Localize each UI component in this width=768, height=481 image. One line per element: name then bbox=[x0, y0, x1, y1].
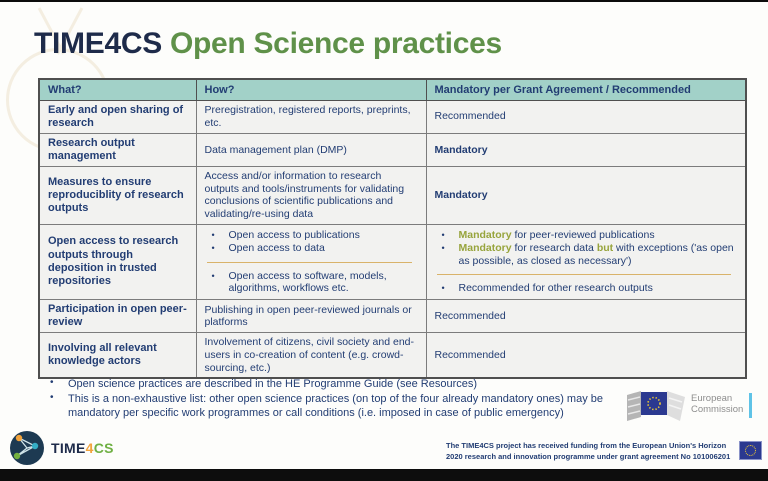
list-item: Mandatory for peer-reviewed publications bbox=[435, 229, 738, 242]
status-bullet-list: Recommended for other research outputs bbox=[435, 282, 738, 295]
open-science-table: What? How? Mandatory per Grant Agreement… bbox=[38, 78, 747, 380]
table-row: Participation in open peer-review Publis… bbox=[38, 298, 747, 334]
cell-status: Recommended bbox=[425, 99, 747, 134]
cell-status: Mandatory bbox=[425, 132, 747, 168]
col-header-mandatory: Mandatory per Grant Agreement / Recommen… bbox=[425, 78, 747, 101]
cell-how: Data management plan (DMP) bbox=[195, 132, 427, 168]
table-row: Open access to research outputs through … bbox=[38, 223, 747, 301]
cell-status: Recommended bbox=[425, 332, 747, 379]
cell-what: Participation in open peer-review bbox=[38, 298, 197, 334]
cell-how: Involvement of citizens, civil society a… bbox=[195, 332, 427, 379]
cell-how: Preregistration, registered reports, pre… bbox=[195, 99, 427, 134]
time4cs-logo: TIME4CS bbox=[8, 429, 114, 467]
cell-how: Publishing in open peer-reviewed journal… bbox=[195, 298, 427, 334]
european-commission-logo: European Commission bbox=[627, 388, 753, 422]
table-row: Involving all relevant knowledge actors … bbox=[38, 332, 747, 379]
how-bullet-list: Open access to software, models, algorit… bbox=[205, 270, 418, 295]
funding-text: The TIME4CS project has received funding… bbox=[446, 441, 731, 461]
list-item: Recommended for other research outputs bbox=[435, 282, 738, 295]
note-item: Open science practices are described in … bbox=[46, 377, 632, 391]
ec-flag-icon bbox=[627, 391, 685, 421]
col-header-what: What? bbox=[38, 78, 197, 101]
cell-divider bbox=[206, 261, 412, 263]
bottom-black-bar bbox=[0, 469, 768, 481]
list-item: Open access to publications bbox=[205, 229, 418, 242]
list-item: Mandatory for research data but with exc… bbox=[435, 242, 738, 267]
cell-status: Recommended bbox=[425, 298, 747, 334]
how-bullet-list: Open access to publications Open access … bbox=[205, 229, 418, 255]
notes-list: Open science practices are described in … bbox=[46, 377, 632, 421]
eu-star-ring bbox=[745, 445, 756, 456]
table-row: Research output management Data manageme… bbox=[38, 132, 747, 168]
ec-blue-bar bbox=[749, 392, 753, 418]
top-border bbox=[0, 0, 768, 2]
table-row: Early and open sharing of research Prere… bbox=[38, 99, 747, 134]
cell-what: Measures to ensure reproduciblity of res… bbox=[38, 166, 197, 225]
title-brand: TIME4CS bbox=[34, 27, 162, 60]
table-header-row: What? How? Mandatory per Grant Agreement… bbox=[38, 78, 747, 101]
note-item: This is a non-exhaustive list: other ope… bbox=[46, 392, 632, 420]
cell-how: Open access to publications Open access … bbox=[195, 223, 427, 301]
page-title: TIME4CS Open Science practices bbox=[34, 27, 502, 61]
list-item: Open access to data bbox=[205, 242, 418, 255]
table-row: Measures to ensure reproduciblity of res… bbox=[38, 166, 747, 225]
time4cs-network-icon bbox=[10, 431, 44, 465]
list-item: Open access to software, models, algorit… bbox=[205, 270, 418, 295]
eu-flag-icon bbox=[739, 441, 762, 460]
cell-status: Mandatory bbox=[425, 166, 747, 225]
time4cs-logo-text: TIME4CS bbox=[51, 440, 114, 456]
cell-divider bbox=[436, 274, 731, 276]
cell-what: Early and open sharing of research bbox=[38, 99, 197, 134]
cell-what: Research output management bbox=[38, 132, 197, 168]
cell-how: Access and/or information to research ou… bbox=[195, 166, 427, 225]
title-subtitle: Open Science practices bbox=[169, 27, 502, 60]
status-bullet-list: Mandatory for peer-reviewed publications… bbox=[435, 229, 738, 268]
cell-what: Involving all relevant knowledge actors bbox=[38, 332, 197, 379]
cell-what: Open access to research outputs through … bbox=[38, 223, 197, 301]
col-header-how: How? bbox=[195, 78, 427, 101]
ec-logo-text: European Commission bbox=[691, 393, 744, 415]
cell-status: Mandatory for peer-reviewed publications… bbox=[425, 223, 747, 301]
